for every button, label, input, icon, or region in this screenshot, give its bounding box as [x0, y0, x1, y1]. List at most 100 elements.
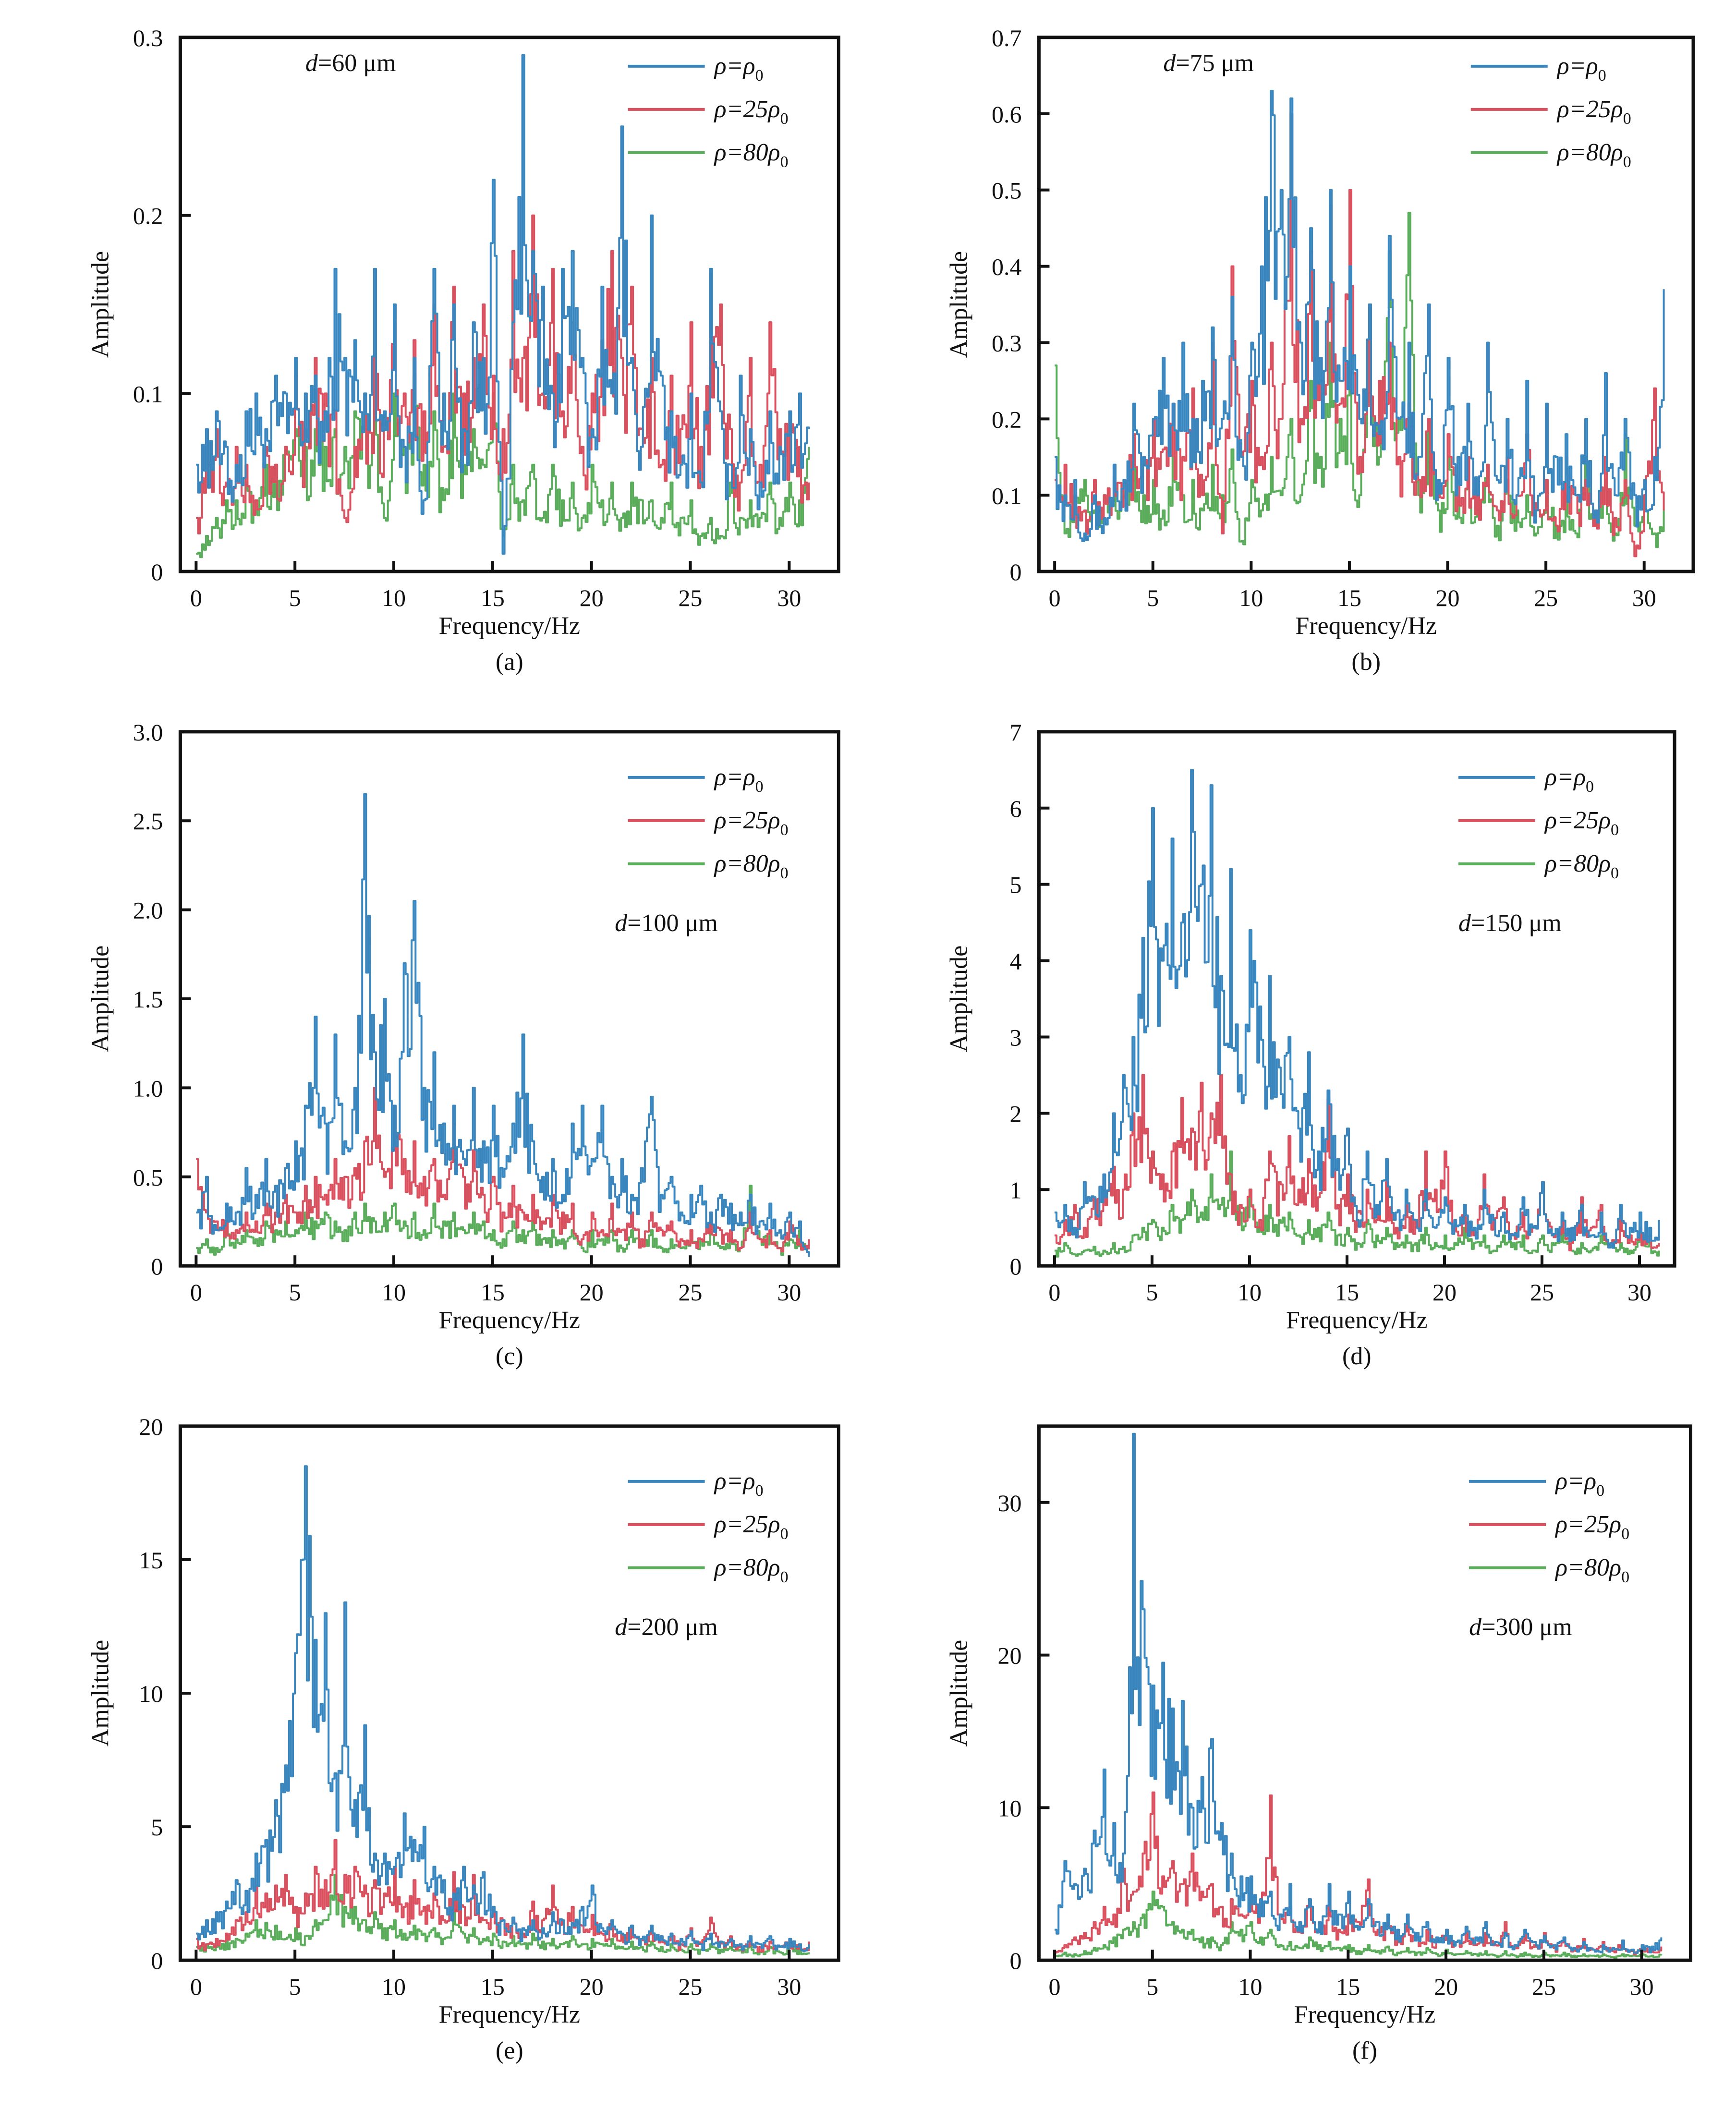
- y-tick-label-f: 20: [997, 1642, 1021, 1669]
- y-tick-label-d: 3: [1009, 1024, 1021, 1051]
- panel-f: 0 5 10 15 20 25 30 0 10 20 30 Frequency/Hz Amplitude…: [945, 1424, 1692, 2064]
- x-tick-label-f: 30: [1630, 1973, 1654, 2000]
- panel-label-b: (b): [1351, 648, 1381, 676]
- x-tick-label-b: 15: [1337, 584, 1361, 611]
- series-line-e-rho80: [196, 1874, 810, 1956]
- series-line-d-rho25: [1054, 1074, 1660, 1251]
- legend-label-rho0: ρ=ρ0: [1544, 764, 1594, 796]
- x-tick-label-c: 30: [777, 1279, 801, 1306]
- y-tick-label-d: 2: [1009, 1100, 1021, 1127]
- y-tick-label-e: 5: [151, 1814, 163, 1841]
- legend-label-rho0: ρ=ρ0: [714, 764, 764, 796]
- panel-label-d: (d): [1342, 1343, 1372, 1370]
- x-axis-label-e: Frequency/Hz: [439, 2001, 581, 2028]
- x-tick-label-d: 10: [1238, 1279, 1262, 1306]
- x-tick-label-f: 15: [1336, 1973, 1360, 2000]
- series-line-e-rho0: [196, 1465, 810, 1952]
- x-tick-label-a: 15: [481, 584, 505, 611]
- x-tick-label-a: 20: [580, 584, 604, 611]
- x-tick-label-a: 0: [190, 584, 202, 611]
- x-tick-label-d: 0: [1048, 1279, 1060, 1306]
- series-line-f-rho0: [1055, 1432, 1663, 1954]
- y-tick-label-c: 0: [151, 1253, 163, 1280]
- x-tick-label-e: 30: [777, 1973, 801, 2000]
- annotation-c: d=100 μm: [615, 909, 718, 937]
- y-tick-label-e: 15: [139, 1547, 163, 1574]
- legend-label-rho0: ρ=ρ0: [714, 1467, 764, 1500]
- annotation-f: d=300 μm: [1469, 1613, 1572, 1641]
- annotation-a: d=60 μm: [305, 49, 396, 77]
- x-tick-label-f: 25: [1532, 1973, 1556, 2000]
- x-axis-label-f: Frequency/Hz: [1294, 2001, 1436, 2028]
- x-axis-label-a: Frequency/Hz: [439, 612, 581, 640]
- legend-label-rho25: ρ=25ρ0: [1554, 1511, 1629, 1543]
- x-tick-label-f: 0: [1049, 1973, 1061, 2000]
- x-tick-label-f: 20: [1434, 1973, 1458, 2000]
- legend-label-rho0: ρ=ρ0: [1554, 1467, 1604, 1500]
- legend-label-rho25: ρ=25ρ0: [714, 96, 789, 128]
- x-tick-label-c: 0: [190, 1279, 202, 1306]
- x-tick-label-c: 5: [289, 1279, 301, 1306]
- x-tick-label-e: 25: [679, 1973, 703, 2000]
- series-line-c-rho80: [196, 1185, 810, 1256]
- y-tick-label-d: 4: [1009, 948, 1021, 975]
- plot-frame-f: [1037, 1424, 1692, 1962]
- y-tick-label-f: 10: [997, 1795, 1021, 1821]
- legend-label-rho25: ρ=25ρ0: [1544, 807, 1619, 839]
- legend-label-rho80: ρ=80ρ0: [1554, 1554, 1629, 1586]
- x-tick-label-c: 10: [382, 1279, 406, 1306]
- series-line-b-rho0: [1055, 90, 1665, 542]
- x-tick-label-c: 15: [481, 1279, 505, 1306]
- y-tick-label-f: 0: [1009, 1947, 1021, 1974]
- x-tick-label-d: 5: [1146, 1279, 1158, 1306]
- x-tick-label-c: 25: [679, 1279, 703, 1306]
- panel-label-e: (e): [496, 2037, 523, 2064]
- x-tick-label-e: 15: [481, 1973, 505, 2000]
- x-tick-label-b: 5: [1147, 584, 1159, 611]
- plot-frame-e: [178, 1424, 840, 1962]
- series-line-f-rho80: [1055, 1891, 1663, 1959]
- legend-label-rho80: ρ=80ρ0: [714, 850, 789, 882]
- x-tick-label-e: 5: [289, 1973, 301, 2000]
- y-tick-label-d: 5: [1009, 872, 1021, 898]
- plot-frame-b: [1037, 36, 1695, 573]
- x-tick-label-d: 30: [1627, 1279, 1651, 1306]
- x-tick-label-a: 10: [382, 584, 406, 611]
- series-line-d-rho0: [1054, 769, 1660, 1249]
- x-tick-label-e: 20: [580, 1973, 604, 2000]
- y-tick-label-d: 6: [1009, 795, 1021, 822]
- plot-frame-a: [178, 36, 840, 573]
- series-line-f-rho25: [1055, 1791, 1663, 1956]
- y-tick-label-d: 1: [1009, 1176, 1021, 1203]
- x-axis-label-c: Frequency/Hz: [439, 1307, 581, 1334]
- y-tick-label-a: 0.1: [133, 380, 163, 407]
- y-tick-label-e: 10: [139, 1680, 163, 1707]
- x-tick-label-d: 15: [1335, 1279, 1359, 1306]
- series-line-b-rho80: [1055, 212, 1665, 548]
- x-tick-label-d: 20: [1433, 1279, 1457, 1306]
- x-tick-label-e: 0: [190, 1973, 202, 2000]
- panel-e: 0 5 10 15 20 25 3005101520Frequency/HzAmplitud…: [86, 1413, 840, 2064]
- x-tick-label-a: 30: [777, 584, 801, 611]
- annotation-b: d=75 μm: [1163, 49, 1254, 77]
- legend-label-rho25: ρ=25ρ0: [1556, 96, 1631, 128]
- legend-label-rho80: ρ=80ρ0: [714, 139, 789, 171]
- y-axis-label-b: Amplitude: [945, 251, 972, 358]
- x-tick-label-f: 5: [1146, 1973, 1158, 2000]
- y-axis-label-d: Amplitude: [945, 946, 972, 1052]
- y-tick-label-b: 0: [1009, 558, 1021, 585]
- y-tick-label-c: 0.5: [133, 1164, 163, 1191]
- legend-label-rho80: ρ=80ρ0: [1544, 850, 1619, 882]
- y-tick-label-b: 0.7: [992, 24, 1022, 51]
- y-tick-label-e: 20: [139, 1413, 163, 1440]
- panel-label-f: (f): [1352, 2037, 1377, 2064]
- x-axis-label-b: Frequency/Hz: [1295, 612, 1437, 640]
- x-tick-label-f: 10: [1238, 1973, 1263, 2000]
- y-tick-label-a: 0.2: [133, 203, 163, 230]
- x-tick-label-b: 30: [1632, 584, 1656, 611]
- y-tick-label-b: 0.2: [992, 406, 1022, 433]
- series-line-a-rho0: [196, 54, 810, 555]
- y-axis-label-e: Amplitude: [86, 1640, 114, 1746]
- y-tick-label-d: 0: [1009, 1253, 1021, 1280]
